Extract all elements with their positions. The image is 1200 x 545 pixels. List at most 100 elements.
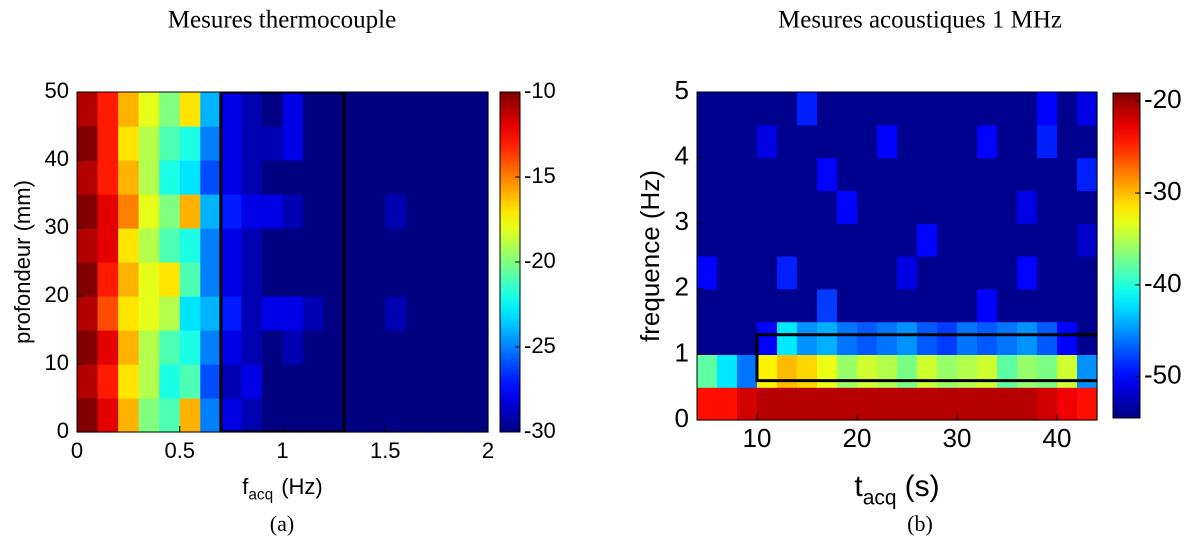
heat-cell: [179, 92, 201, 127]
heat-cell: [737, 354, 758, 388]
heat-cell: [1057, 92, 1078, 126]
heat-cell: [917, 157, 938, 191]
heat-cell: [1037, 288, 1058, 323]
heat-cell: [737, 321, 758, 355]
heat-cell: [837, 190, 858, 224]
heat-cell: [777, 354, 798, 388]
heat-cell: [1037, 256, 1058, 290]
heat-cell: [777, 321, 798, 355]
x-axis-label: tacq (s): [854, 470, 939, 509]
heat-cell: [1017, 354, 1038, 388]
heat-cell: [717, 92, 738, 126]
heat-cell: [997, 288, 1018, 323]
heat-cell: [118, 262, 140, 297]
heat-cell: [777, 288, 798, 323]
heat-cell: [385, 262, 407, 297]
heat-cell: [817, 354, 838, 388]
heat-cell: [467, 126, 489, 161]
heat-cell: [77, 364, 99, 399]
heat-cell: [757, 354, 778, 388]
y-tick-label: 0: [675, 403, 689, 433]
heat-cell: [837, 256, 858, 290]
heat-cell: [977, 387, 998, 421]
x-tick-label: 0.5: [164, 438, 195, 463]
heat-cell: [697, 92, 718, 126]
heat-cell: [323, 364, 345, 399]
heat-cell: [200, 296, 222, 331]
heat-cell: [241, 262, 263, 297]
y-tick-label: 2: [675, 272, 689, 302]
heat-cell: [446, 92, 469, 127]
heat-cell: [385, 364, 407, 399]
heat-cell: [937, 387, 958, 421]
heat-cell: [1017, 223, 1038, 257]
heat-cell: [877, 190, 898, 224]
heat-cell: [77, 296, 99, 331]
heat-cell: [179, 228, 201, 263]
y-tick-label: 3: [675, 206, 689, 236]
heat-cell: [917, 92, 938, 126]
heat-cell: [261, 194, 284, 229]
heat-cell: [344, 194, 366, 229]
heat-cell: [261, 92, 284, 127]
heat-cell: [717, 354, 738, 388]
heat-cell: [405, 364, 427, 399]
heat-cell: [323, 160, 345, 195]
heat-cell: [241, 160, 263, 195]
heat-cell: [385, 92, 407, 127]
heat-cell: [997, 92, 1018, 126]
heat-cell: [220, 228, 242, 263]
heat-cell: [997, 223, 1018, 257]
heat-cell: [344, 126, 366, 161]
heat-cell: [138, 228, 160, 263]
heat-cell: [220, 160, 242, 195]
heat-cell: [138, 160, 160, 195]
heat-cell: [364, 228, 386, 263]
heat-cell: [797, 157, 818, 191]
heat-cell: [385, 126, 407, 161]
heat-cell: [877, 354, 898, 388]
x-tick-label: 1.5: [370, 438, 401, 463]
heat-cell: [118, 92, 140, 127]
heat-cell: [937, 256, 958, 290]
heat-cell: [817, 190, 838, 224]
heat-cell: [467, 262, 489, 297]
heat-cell: [857, 387, 878, 421]
x-axis-label-sub: acq: [863, 486, 897, 509]
heat-cell: [323, 262, 345, 297]
heat-cell: [937, 288, 958, 323]
heat-cell: [957, 223, 978, 257]
heat-cell: [1057, 354, 1078, 388]
heat-cell: [179, 330, 201, 365]
heat-cell: [997, 256, 1018, 290]
colorbar-tick-label: -20: [1144, 84, 1182, 114]
heat-cell: [282, 364, 304, 399]
heat-cell: [77, 160, 99, 195]
heat-cell: [97, 92, 119, 127]
heat-cell: [1057, 190, 1078, 224]
heat-cell: [405, 330, 427, 365]
y-tick-label: 50: [45, 78, 69, 103]
heat-cell: [697, 190, 718, 224]
heat-cell: [138, 126, 160, 161]
heat-cell: [303, 160, 325, 195]
heat-cell: [697, 354, 718, 388]
heat-cell: [282, 126, 304, 161]
heat-cell: [364, 296, 386, 331]
heat-cell: [1037, 354, 1058, 388]
heat-cell: [877, 157, 898, 191]
heat-cell: [777, 387, 798, 421]
heat-cell: [261, 330, 284, 365]
heat-cell: [200, 330, 222, 365]
colorbar-tick-label: -10: [524, 78, 556, 103]
heat-cell: [467, 398, 489, 433]
heat-cell: [97, 364, 119, 399]
heat-cell: [917, 124, 938, 159]
heat-cell: [200, 92, 222, 127]
heat-cell: [200, 160, 222, 195]
heat-cell: [200, 194, 222, 229]
heat-cell: [138, 398, 160, 433]
heat-cell: [837, 124, 858, 159]
heat-cell: [897, 321, 918, 355]
heat-cell: [797, 387, 818, 421]
